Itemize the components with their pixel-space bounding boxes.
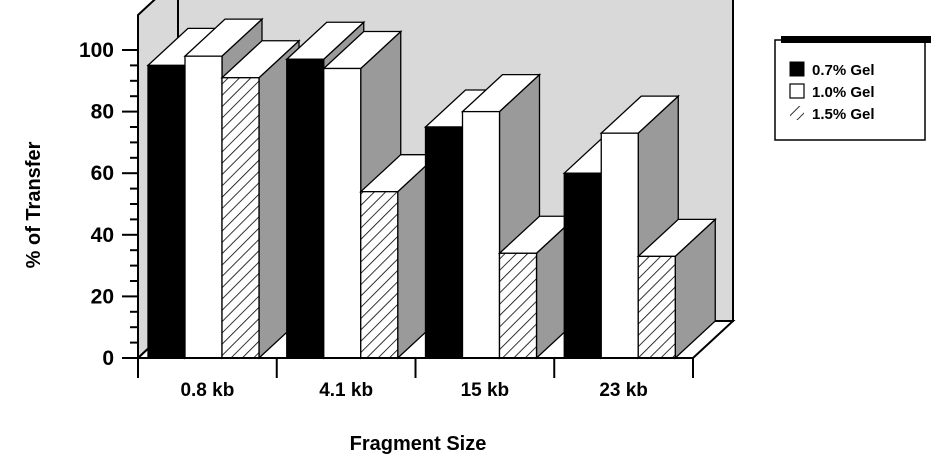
y-tick-labels: 0 20 40 60 80 100 [79, 39, 114, 370]
bar-23-kb-1-5-gel-front [637, 255, 676, 359]
y-tick-label-0: 0 [102, 347, 114, 370]
y-tick-label-80: 80 [91, 101, 114, 124]
bar-15-kb-1-5-gel-front [498, 252, 538, 359]
x-tick-label-23-kb: 23 kb [599, 380, 648, 401]
bar-15-kb-1-0-gel-front [461, 110, 501, 359]
legend-swatch-1-0-gel [789, 83, 805, 99]
axes-group [122, 49, 694, 378]
bar-4-1-kb-1-5-gel-front [360, 191, 399, 359]
bar-0-8-kb-0-7-gel-front [147, 64, 186, 359]
y-tick-label-60: 60 [91, 162, 114, 185]
bar-4-1-kb-1-0-gel-front [323, 67, 362, 359]
x-axis-title: Fragment Size [350, 433, 487, 455]
bar-23-kb-1-5-gel [636, 217, 717, 360]
legend-label-1-0-gel: 1.0% Gel [812, 84, 875, 101]
bar-0-8-kb-1-5-gel-front [221, 77, 260, 359]
bar-15-kb-0-7-gel-front [424, 126, 464, 359]
bar-23-kb-1-0-gel-front [600, 132, 639, 359]
x-tick-label-4-1-kb: 4.1 kb [319, 380, 373, 401]
x-tick-label-0-8-kb: 0.8 kb [180, 380, 234, 401]
legend-swatch-1-5-gel [790, 106, 804, 120]
legend-label-1-5-gel: 1.5% Gel [812, 106, 875, 123]
y-tick-label-20: 20 [91, 285, 114, 308]
bar-0-8-kb-1-0-gel-front [184, 55, 223, 359]
x-tick-label-15-kb: 15 kb [461, 380, 510, 401]
y-tick-label-100: 100 [79, 39, 114, 62]
x-tick-labels: 0.8 kb 4.1 kb 15 kb 23 kb [180, 380, 647, 401]
y-axis-title: % of Transfer [23, 141, 45, 268]
bar-23-kb-0-7-gel-front [563, 172, 602, 359]
legend-label-0-7-gel: 0.7% Gel [812, 62, 875, 79]
legend: 0.7% Gel 1.0% Gel 1.5% Gel [774, 36, 931, 141]
legend-swatch-0-7-gel [789, 61, 805, 77]
bars-group [146, 17, 717, 360]
legend-shadow-bar [781, 36, 931, 43]
bar-4-1-kb-0-7-gel-front [286, 58, 325, 359]
y-tick-label-40: 40 [91, 224, 114, 247]
